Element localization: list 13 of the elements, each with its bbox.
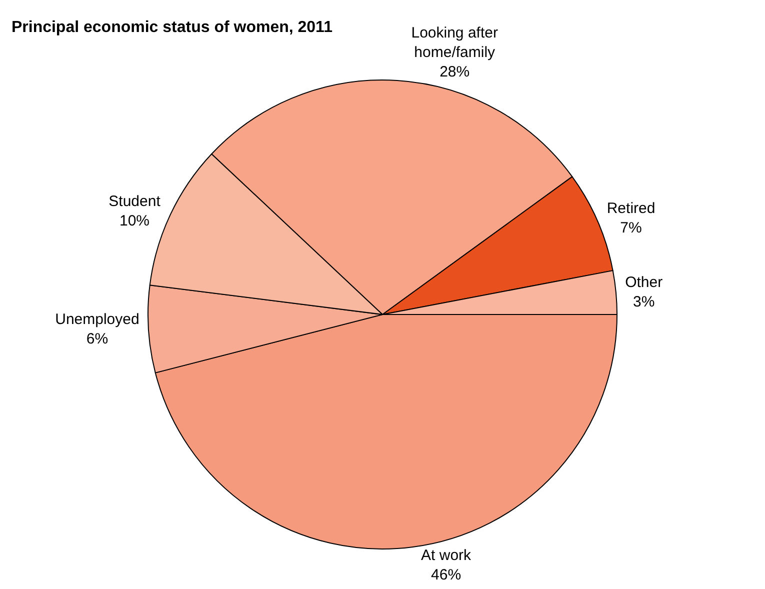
slice-label: Looking after home/family [411, 24, 498, 62]
data-label: 6% [86, 330, 108, 348]
slice-label: At work [421, 546, 472, 564]
data-label: 3% [633, 294, 655, 311]
data-label: 7% [620, 220, 642, 237]
slice-label: Student [108, 193, 162, 210]
data-label: 46% [431, 566, 462, 584]
slice-label: Other [625, 274, 663, 292]
chart-title: Principal economic status of women, 2011 [11, 18, 333, 36]
data-label: 10% [119, 212, 150, 230]
slice-label: Unemployed [55, 311, 140, 328]
slice-label: Retired [606, 200, 656, 218]
data-label: 28% [440, 64, 470, 81]
